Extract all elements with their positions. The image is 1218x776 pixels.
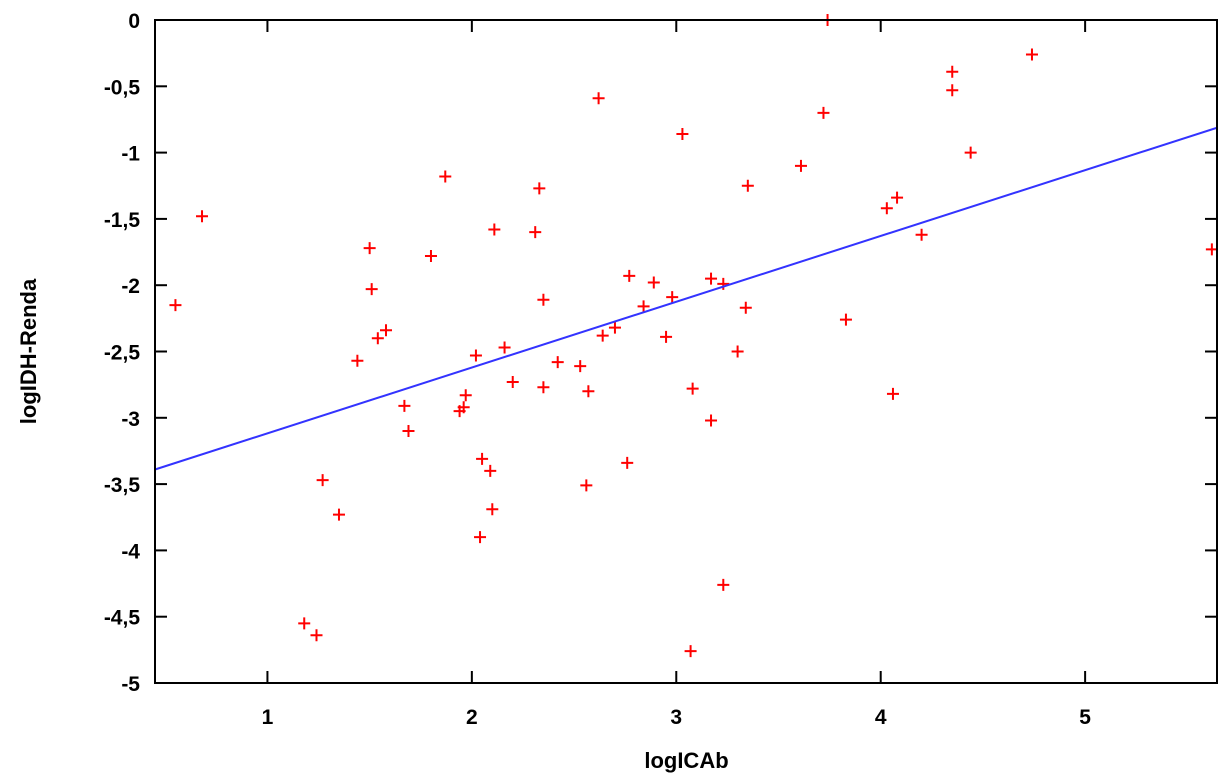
data-point	[705, 414, 718, 427]
data-point	[946, 84, 959, 97]
y-tick-label: -3	[121, 408, 140, 431]
data-point	[476, 452, 489, 465]
data-point	[402, 425, 415, 438]
data-point	[457, 401, 470, 414]
data-point	[886, 387, 899, 400]
x-tick-label: 1	[262, 706, 274, 729]
data-point	[839, 313, 852, 326]
x-axis-title: logICAb	[644, 748, 728, 773]
y-tick-label: -2,5	[104, 342, 141, 365]
data-point	[1025, 48, 1038, 61]
data-point	[484, 464, 497, 477]
regression-line	[154, 126, 1218, 471]
data-point	[488, 223, 501, 236]
y-tick-label: -3,5	[104, 474, 141, 497]
y-tick-label: -5	[121, 673, 140, 696]
data-point	[529, 226, 542, 239]
x-axis: 1 2 3 4 5	[262, 20, 1091, 729]
y-tick-label: -0,5	[104, 76, 141, 99]
x-tick-label: 4	[875, 706, 887, 729]
data-point	[592, 92, 605, 105]
data-point	[169, 299, 182, 312]
data-point	[365, 283, 378, 296]
y-tick-label: -1	[121, 143, 140, 166]
data-point	[469, 349, 482, 362]
data-point	[817, 106, 830, 119]
data-point	[1205, 243, 1218, 256]
data-point	[371, 332, 384, 345]
plot-frame	[154, 19, 1218, 684]
data-point	[533, 182, 546, 195]
data-point	[332, 508, 345, 521]
data-point	[310, 629, 323, 642]
data-point	[424, 250, 437, 263]
data-point	[580, 479, 593, 492]
data-point	[739, 301, 752, 314]
data-point	[351, 354, 364, 367]
data-point	[196, 210, 209, 223]
data-point	[537, 293, 550, 306]
data-point	[486, 503, 499, 516]
x-tick-label: 5	[1079, 706, 1091, 729]
data-point	[474, 531, 487, 544]
data-point	[637, 300, 650, 313]
data-point	[439, 170, 452, 183]
y-tick-label: -1,5	[104, 209, 141, 232]
y-tick-label: 0	[128, 10, 140, 33]
data-point	[498, 341, 511, 354]
data-point	[915, 228, 928, 241]
data-points	[169, 14, 1218, 658]
data-point	[717, 578, 730, 591]
y-tick-label: -4	[121, 540, 140, 563]
x-tick-label: 2	[466, 706, 478, 729]
data-point	[537, 381, 550, 394]
data-point	[794, 159, 807, 172]
data-point	[946, 65, 959, 78]
fit-line-layer	[154, 126, 1218, 471]
y-tick-label: -2	[121, 275, 140, 298]
data-point	[596, 329, 609, 342]
data-point	[608, 321, 621, 334]
y-tick-label: -4,5	[104, 607, 141, 630]
data-point	[647, 276, 660, 289]
y-axis: 0 -0,5 -1 -1,5 -2 -2,5 -3 -3,5 -4 -4,5 -5	[104, 10, 1217, 696]
data-point	[574, 360, 587, 373]
data-point	[880, 202, 893, 215]
data-point	[676, 128, 689, 141]
data-point	[891, 191, 904, 204]
data-point	[666, 291, 679, 304]
data-point	[660, 330, 673, 343]
data-point	[398, 399, 411, 412]
x-tick-label: 3	[670, 706, 682, 729]
data-point	[964, 146, 977, 159]
data-point	[582, 385, 595, 398]
data-point	[623, 269, 636, 282]
data-point	[316, 474, 329, 487]
data-point	[379, 324, 392, 337]
data-point	[298, 617, 311, 630]
data-point	[363, 242, 376, 255]
data-point	[459, 389, 472, 402]
data-point	[686, 382, 699, 395]
data-point	[705, 272, 718, 285]
data-point	[731, 345, 744, 358]
data-point	[506, 375, 519, 388]
data-point	[741, 179, 754, 192]
data-point	[621, 456, 634, 469]
data-point	[551, 356, 564, 369]
data-point	[717, 277, 730, 290]
data-point	[684, 645, 697, 658]
y-axis-title: logIDH-Renda	[16, 278, 41, 424]
